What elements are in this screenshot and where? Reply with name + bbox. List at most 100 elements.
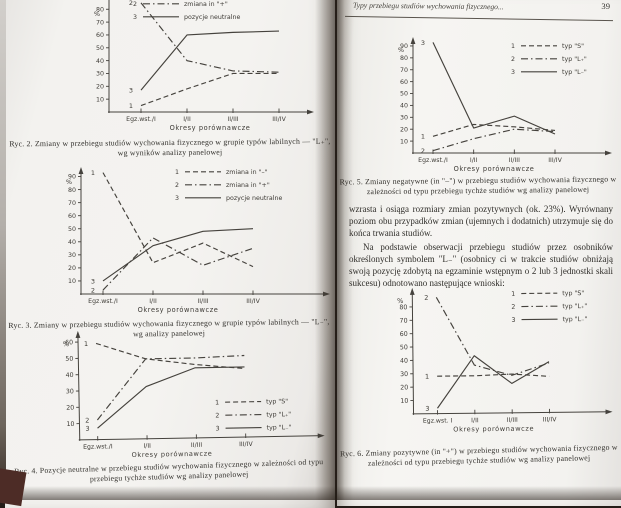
svg-text:Egz.wst./I: Egz.wst./I bbox=[83, 443, 113, 451]
chart-canvas: 102030405060708090%Egz.wst./II/IIII/IIII… bbox=[19, 0, 319, 138]
svg-text:1: 1 bbox=[511, 291, 515, 298]
caption-ryc2: Ryc. 2. Zmiany w przebiegu studiów wycho… bbox=[9, 137, 331, 160]
left-page: 102030405060708090%Egz.wst./II/IIII/IIII… bbox=[5, 0, 335, 508]
svg-text:2: 2 bbox=[175, 182, 179, 189]
svg-text:pozycje neutralne: pozycje neutralne bbox=[184, 14, 240, 21]
svg-text:Egz.wst./I: Egz.wst./I bbox=[126, 116, 156, 123]
svg-text:zmiana in "+": zmiana in "+" bbox=[226, 182, 270, 189]
svg-text:pozycje neutralne: pozycje neutralne bbox=[226, 195, 282, 202]
svg-text:20: 20 bbox=[400, 384, 408, 391]
svg-text:40: 40 bbox=[96, 58, 104, 65]
series-3: 3 bbox=[421, 39, 555, 134]
svg-text:30: 30 bbox=[68, 252, 76, 259]
svg-text:II/III: II/III bbox=[509, 157, 520, 164]
y-axis-label: % bbox=[94, 10, 100, 18]
svg-text:Egz.wst./I: Egz.wst./I bbox=[88, 298, 118, 305]
series-number-label: 1 bbox=[84, 340, 88, 348]
y-axis-label: % bbox=[66, 178, 72, 186]
svg-text:typ "L₊": typ "L₊" bbox=[562, 303, 587, 310]
svg-text:2: 2 bbox=[511, 304, 515, 311]
svg-text:50: 50 bbox=[400, 91, 408, 98]
svg-text:II/III: II/III bbox=[507, 417, 518, 424]
svg-text:1: 1 bbox=[215, 399, 219, 406]
svg-text:60: 60 bbox=[96, 32, 104, 39]
svg-text:70: 70 bbox=[400, 318, 408, 325]
svg-text:40: 40 bbox=[66, 372, 74, 379]
svg-text:10: 10 bbox=[400, 398, 408, 405]
svg-text:III/IV: III/IV bbox=[543, 416, 557, 423]
svg-text:30: 30 bbox=[96, 71, 104, 78]
svg-text:80: 80 bbox=[399, 304, 407, 311]
series-number-label: 2 bbox=[421, 147, 425, 155]
svg-text:Egz.wst. I: Egz.wst. I bbox=[423, 417, 453, 424]
svg-text:1: 1 bbox=[511, 43, 515, 50]
svg-text:zmiana in "–": zmiana in "–" bbox=[226, 169, 268, 176]
svg-text:I/II: I/II bbox=[149, 298, 157, 305]
paragraph: wzrasta i osiąga rozmiary zmian pozytywn… bbox=[349, 204, 613, 240]
svg-text:3: 3 bbox=[512, 317, 516, 324]
svg-text:typ "L₊": typ "L₊" bbox=[562, 56, 587, 63]
svg-text:30: 30 bbox=[400, 371, 408, 378]
series-3: 3 bbox=[84, 367, 245, 433]
series-2: 2 bbox=[84, 355, 245, 424]
x-axis-label: Okresy porównawcze bbox=[170, 124, 251, 132]
svg-text:20: 20 bbox=[400, 126, 408, 133]
svg-text:20: 20 bbox=[66, 405, 74, 412]
svg-text:10: 10 bbox=[66, 421, 74, 428]
svg-text:10: 10 bbox=[96, 96, 104, 103]
series-number-label: 2 bbox=[85, 417, 89, 425]
caption-ryc5: Ryc. 5. Zmiany negatywne (in "–") w prze… bbox=[339, 175, 617, 198]
series-number-label: 3 bbox=[425, 405, 429, 413]
svg-text:typ "S": typ "S" bbox=[266, 398, 288, 405]
running-header: Typy przebiegu studiów wychowania fizycz… bbox=[353, 1, 607, 13]
svg-text:50: 50 bbox=[65, 356, 73, 363]
svg-text:10: 10 bbox=[68, 278, 76, 285]
body-text: wzrasta i osiąga rozmiary zmian pozytywn… bbox=[349, 204, 613, 292]
svg-text:II/III: II/III bbox=[197, 298, 208, 305]
svg-text:III/IV: III/IV bbox=[548, 157, 562, 164]
svg-text:70: 70 bbox=[400, 67, 408, 74]
svg-text:III/IV: III/IV bbox=[239, 441, 254, 448]
caption-ryc6: Ryc. 6. Zmiany pozytywne (in "+") w prze… bbox=[339, 443, 619, 470]
series-number-label: 2 bbox=[91, 286, 95, 294]
svg-text:II/III: II/III bbox=[191, 442, 203, 449]
right-page: Typy przebiegu studiów wychowania fizycz… bbox=[337, 0, 621, 506]
series-1: 1 bbox=[84, 337, 245, 371]
series-number-label: 1 bbox=[425, 373, 429, 381]
svg-text:90: 90 bbox=[96, 0, 104, 1]
x-axis-label: Okresy porównawcze bbox=[138, 306, 219, 314]
svg-text:10: 10 bbox=[400, 138, 408, 145]
series-3: 3 bbox=[129, 31, 279, 94]
svg-text:III/IV: III/IV bbox=[246, 298, 260, 305]
svg-text:I/II: I/II bbox=[183, 116, 191, 123]
svg-text:zmiana in "+": zmiana in "+" bbox=[184, 1, 228, 8]
svg-text:50: 50 bbox=[400, 344, 408, 351]
x-axis-label: Okresy porównawcze bbox=[132, 450, 213, 459]
svg-text:50: 50 bbox=[68, 226, 76, 233]
series-2: 2 bbox=[424, 293, 549, 377]
svg-text:30: 30 bbox=[66, 388, 74, 395]
svg-text:60: 60 bbox=[68, 213, 76, 220]
svg-text:3: 3 bbox=[511, 69, 515, 76]
svg-text:60: 60 bbox=[400, 79, 408, 86]
svg-text:60: 60 bbox=[400, 331, 408, 338]
svg-text:40: 40 bbox=[400, 103, 408, 110]
svg-text:I/II: I/II bbox=[143, 443, 151, 450]
series-1: 1 bbox=[421, 124, 555, 140]
svg-text:3: 3 bbox=[175, 195, 179, 202]
svg-text:2: 2 bbox=[133, 1, 137, 8]
y-axis-label: % bbox=[398, 46, 404, 54]
